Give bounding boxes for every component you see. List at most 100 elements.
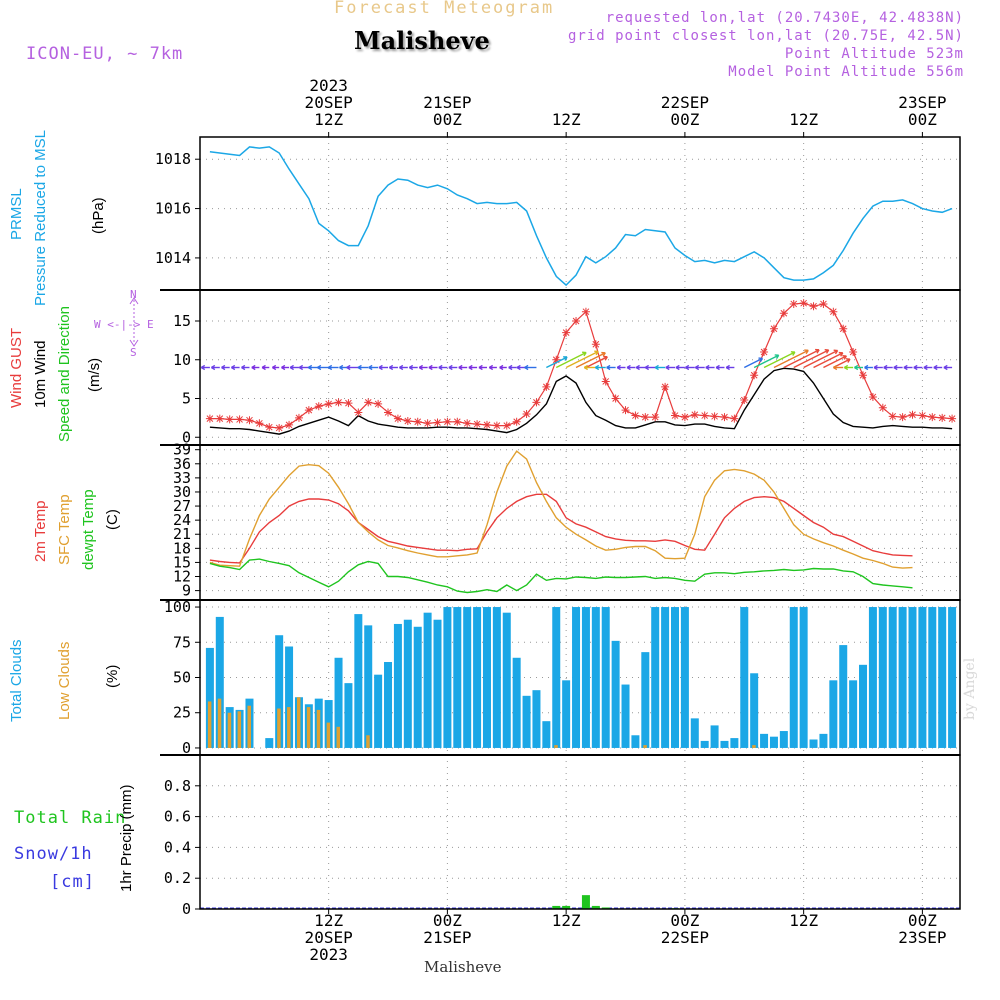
time-label-line: 22SEP — [660, 928, 709, 947]
time-label: 12Z — [789, 111, 818, 128]
total-cloud-bar — [473, 607, 482, 748]
wind-arrow-head — [307, 364, 313, 371]
wind-arrow-head — [654, 364, 659, 371]
wind-arrow-head — [903, 364, 908, 371]
wind-arrow-head — [231, 364, 236, 371]
wind-gust-marker — [938, 413, 947, 422]
wind-gust-marker — [423, 419, 432, 428]
total-cloud-bar — [384, 662, 393, 748]
low-cloud-bar — [237, 711, 242, 748]
wind-gust-marker — [730, 414, 739, 423]
total-cloud-bar — [651, 607, 660, 748]
wind-gust-marker — [631, 411, 640, 420]
compass-icon — [129, 297, 139, 347]
wind-arrow-head — [843, 364, 849, 371]
wind-gust-marker — [542, 382, 551, 391]
wind-arrow-head — [603, 355, 608, 361]
wind-arrow-head — [675, 364, 680, 371]
wind-arrow-head — [804, 349, 809, 355]
wind-arrow-head — [774, 354, 780, 359]
total-cloud-bar — [482, 607, 491, 748]
wind-gust-marker — [750, 371, 759, 380]
total-cloud-bar — [839, 645, 848, 748]
total-cloud-bar — [631, 735, 640, 748]
total-rain-label: Total Rain — [14, 808, 127, 828]
time-label: 00Z 21SEP — [423, 912, 471, 946]
wind-gust-marker — [760, 348, 769, 356]
total-cloud-bar — [275, 635, 284, 748]
low-cloud-bar — [643, 745, 647, 748]
temp-2m-line — [209, 493, 913, 564]
y-tick-label: 25 — [173, 704, 191, 722]
wind-gust-marker — [809, 302, 818, 311]
wind-arrow-head — [838, 351, 844, 357]
time-label-line: 21SEP — [423, 928, 472, 947]
wind-gust-marker — [334, 398, 343, 407]
wind-arrow-head — [211, 364, 216, 371]
wind-arrow-head — [563, 356, 568, 361]
wind-gust-marker — [393, 414, 402, 423]
total-cloud-bar — [730, 738, 739, 748]
wind-gust-marker — [413, 417, 422, 426]
wind-arrow-head — [221, 364, 226, 371]
meteogram-subtitle: Forecast Meteogram — [334, 0, 555, 18]
wind-arrow-head — [833, 364, 838, 371]
wind-arrow-head — [408, 364, 414, 371]
wind-gust-marker — [710, 412, 719, 421]
y-tick-label: 100 — [164, 598, 191, 616]
total-cloud-bar — [809, 739, 818, 748]
total-cloud-bar — [671, 607, 679, 748]
wind-gust-marker — [384, 408, 393, 417]
wind-gust-marker — [364, 398, 373, 407]
wind-gust-marker — [720, 413, 729, 422]
wind-gust-marker — [898, 413, 907, 422]
low-cloud-bar — [306, 707, 311, 748]
y-tick-label: 27 — [173, 497, 191, 515]
rain-bar — [591, 905, 600, 909]
wind-gust-marker — [829, 307, 838, 316]
wind-gust-marker — [314, 402, 323, 411]
wind-gust-marker — [354, 408, 363, 417]
y-tick-label: 0 — [182, 428, 191, 446]
total-cloud-bar — [581, 607, 590, 748]
time-label-line: 12Z — [314, 110, 344, 129]
panel-frame — [199, 754, 961, 910]
time-label: 12Z — [789, 912, 818, 929]
wind-direction-arrow — [823, 355, 847, 369]
wind-direction-arrow — [555, 351, 587, 369]
y-tick-label: 30 — [173, 483, 191, 501]
wind-arrow-head — [923, 364, 928, 371]
wind-gust-marker — [235, 415, 244, 424]
total-cloud-bar — [621, 684, 630, 748]
y-tick-label: 0.4 — [164, 838, 191, 856]
total-cloud-bar — [265, 738, 274, 748]
wind-arrow-head — [317, 364, 322, 371]
wind-gust-marker — [868, 392, 877, 401]
wind-direction-arrow — [813, 352, 844, 369]
wind-gust-marker — [888, 412, 897, 421]
wind-arrow-head — [582, 351, 587, 357]
wind-arrow-head — [893, 364, 898, 371]
low-cloud-bar — [217, 698, 222, 748]
wind-arrow-head — [516, 364, 521, 371]
total-cloud-bar — [928, 607, 937, 748]
low-cloud-bar — [247, 705, 251, 748]
wind-gust-marker — [690, 410, 699, 419]
wind-direction-arrow — [565, 350, 599, 369]
wind-arrow-head — [594, 350, 599, 356]
wind-arrow-head — [281, 364, 286, 371]
wind-arrow-head — [913, 364, 918, 371]
wind-gust-marker — [849, 348, 858, 356]
wind-arrow-head — [715, 364, 720, 371]
total-cloud-bar — [205, 647, 214, 748]
wind-arrow-head — [790, 351, 796, 356]
time-label: 12Z 20SEP 2023 — [305, 912, 353, 963]
wind-arrow-head — [815, 348, 820, 354]
total-cloud-bar — [918, 607, 927, 748]
wind-gust-marker — [492, 421, 501, 430]
time-label-line: 00Z — [907, 110, 937, 129]
y-tick-label: 36 — [173, 455, 191, 473]
y-tick-label: 1018 — [155, 150, 191, 168]
low-cloud-bar — [336, 726, 341, 748]
snow-label: Snow/1h — [14, 844, 93, 864]
